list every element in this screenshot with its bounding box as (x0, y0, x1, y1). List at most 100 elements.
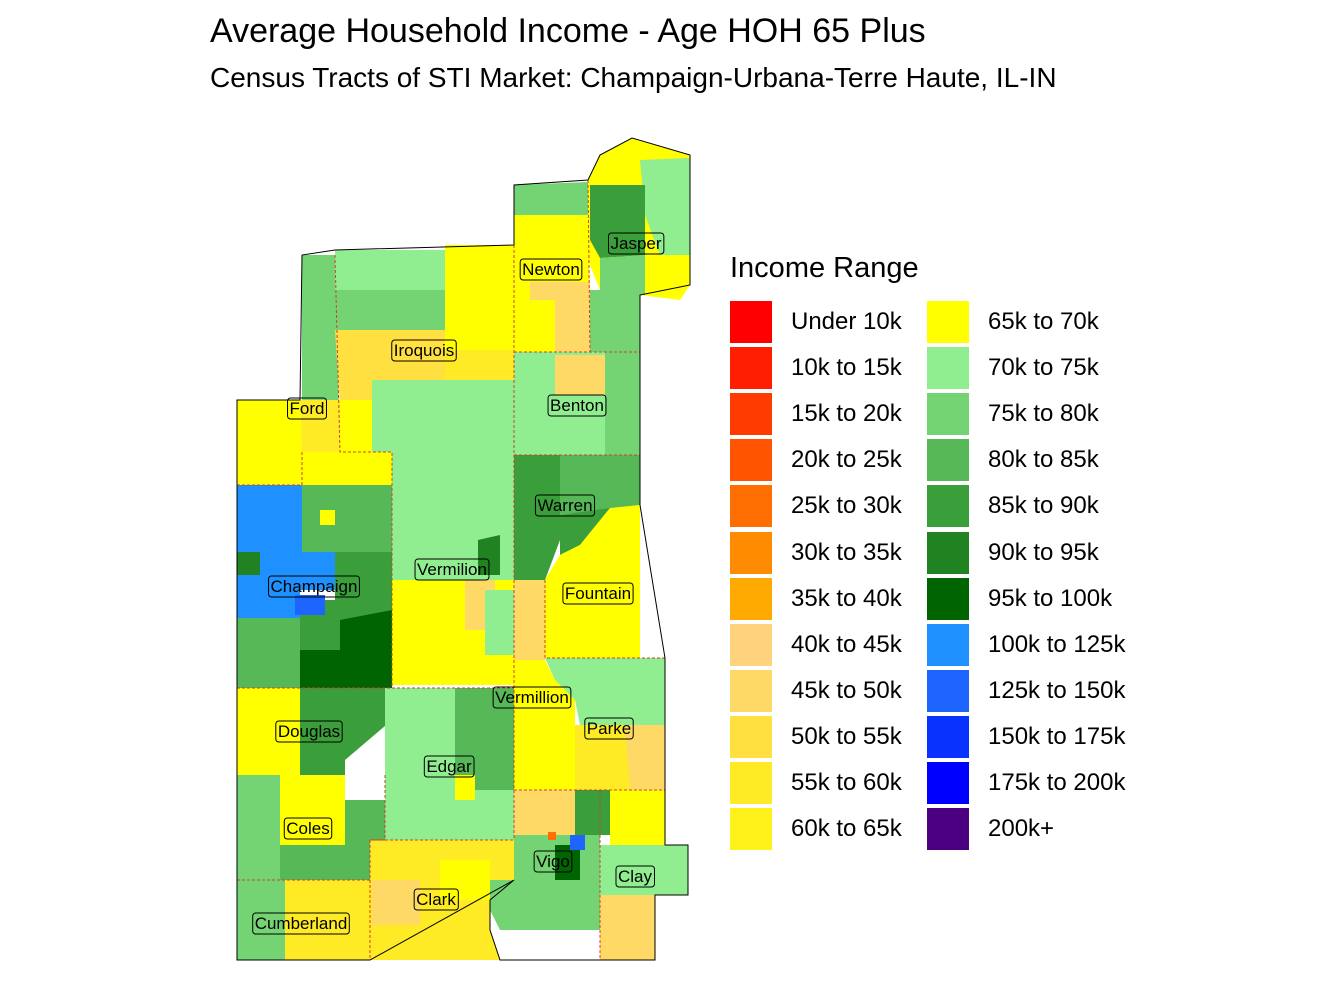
county-label-text: Douglas (278, 722, 340, 741)
county-label-iroquois: Iroquois (391, 339, 457, 362)
tract (445, 350, 514, 380)
tract (640, 158, 690, 255)
county-label-text: Vigo (536, 852, 570, 871)
county-label-box (615, 865, 656, 888)
county-label-box (492, 686, 572, 709)
legend-label: 70k to 75k (988, 354, 1099, 382)
legend-label: 45k to 50k (791, 676, 902, 704)
tract (478, 535, 500, 575)
county-label-coles: Coles (283, 817, 333, 840)
tract (605, 352, 640, 455)
legend-label: 75k to 80k (988, 400, 1099, 428)
tract (514, 215, 590, 300)
legend-label: 30k to 35k (791, 538, 902, 566)
tract (455, 688, 514, 790)
legend-label: 125k to 150k (988, 676, 1126, 704)
tract (237, 880, 285, 960)
tract (514, 790, 575, 835)
tract (530, 282, 590, 352)
tract (440, 860, 490, 900)
county-label-text: Iroquois (394, 341, 454, 360)
tract (514, 300, 555, 352)
tract (600, 845, 688, 895)
tract (320, 510, 335, 525)
tract (545, 505, 640, 658)
county-label-text: Coles (286, 819, 329, 838)
county-label-box (287, 397, 327, 420)
county-label-box (275, 720, 343, 743)
tract (335, 552, 392, 620)
tract (372, 880, 420, 925)
tract (237, 618, 300, 688)
legend-swatch (730, 485, 772, 528)
tract (445, 245, 514, 350)
tract (485, 590, 514, 655)
tract (285, 880, 370, 960)
tract (260, 552, 335, 590)
tract (610, 790, 665, 845)
county-label-text: Benton (550, 396, 604, 415)
legend-label: 10k to 15k (791, 354, 902, 382)
legend-label: 65k to 70k (988, 308, 1099, 335)
tract (237, 485, 302, 552)
county-label-vermillion: Vermillion (492, 686, 572, 709)
county-label-clay: Clay (615, 865, 656, 888)
county-label-box (252, 912, 350, 935)
legend-label: 175k to 200k (988, 769, 1126, 796)
county-label-box (413, 888, 459, 911)
tract (300, 688, 392, 775)
county-label-fountain: Fountain (562, 582, 634, 605)
tract (385, 688, 455, 840)
legend-label: 15k to 20k (791, 400, 902, 428)
county-label-box (283, 817, 333, 840)
tract (372, 380, 514, 452)
county-label-box (547, 394, 607, 417)
county-label-text: Clark (416, 890, 456, 909)
county-label-parke: Parke (584, 717, 634, 740)
legend-label: 200k+ (988, 815, 1055, 843)
legend-label: 55k to 60k (791, 769, 902, 796)
legend-label: 150k to 175k (988, 722, 1126, 750)
tract (590, 185, 645, 258)
tract (555, 355, 605, 395)
legend-label: 95k to 100k (988, 584, 1113, 612)
county-label-text: Ford (290, 399, 325, 418)
tract (514, 182, 588, 215)
market-outline (236, 137, 691, 961)
county-label-newton: Newton (519, 258, 583, 281)
county-label-box (562, 582, 634, 605)
legend-swatch (927, 485, 969, 528)
tract (345, 800, 385, 845)
county-label-text: Parke (587, 719, 631, 738)
legend-label: 35k to 40k (791, 584, 902, 612)
tract (575, 790, 610, 835)
county-label-box (414, 558, 490, 581)
tract (280, 775, 345, 845)
legend-swatch (730, 577, 772, 620)
county-label-text: Edgar (426, 757, 472, 776)
county-label-vigo: Vigo (533, 850, 573, 873)
tract (600, 895, 655, 960)
county-label-jasper: Jasper (607, 232, 665, 255)
tract (280, 845, 370, 880)
legend-label: 20k to 25k (791, 446, 902, 474)
legend-title: Income Range (730, 252, 919, 284)
county-label-text: Vermilion (417, 560, 487, 579)
legend-swatch (927, 808, 969, 851)
legend-swatch (730, 669, 772, 712)
tract (295, 595, 325, 615)
legend-swatch (730, 808, 772, 851)
tract (490, 880, 600, 930)
county-label-box (391, 339, 457, 362)
tract (514, 660, 575, 790)
tract (237, 688, 300, 775)
tract (302, 485, 392, 552)
legend-swatch (927, 301, 969, 343)
tract (340, 400, 372, 452)
tract (560, 508, 610, 555)
county-label-vermilion: Vermilion (414, 558, 490, 581)
legend-swatch (730, 393, 772, 436)
county-borders (237, 179, 665, 960)
legend-swatch (730, 715, 772, 758)
